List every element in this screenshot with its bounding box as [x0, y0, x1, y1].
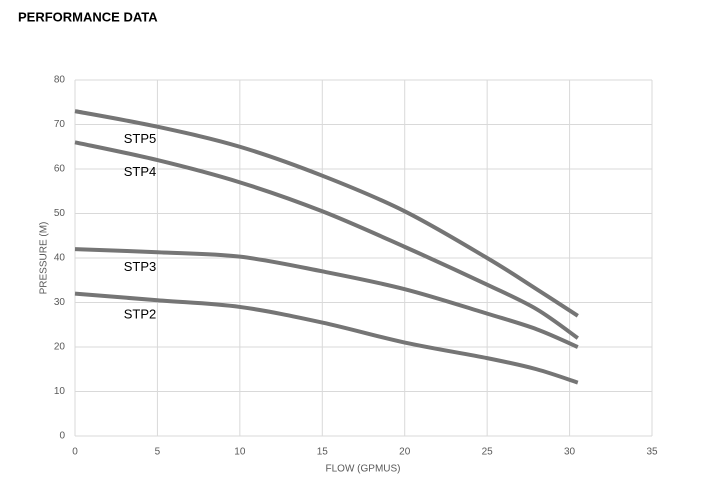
x-tick-label: 0 — [72, 447, 78, 458]
series-line — [74, 247, 579, 349]
y-axis-label: PRESSURE (M) — [39, 222, 50, 295]
x-axis-label: FLOW (GPMUS) — [326, 464, 401, 475]
series-line — [74, 140, 579, 340]
x-tick-label: 15 — [317, 447, 329, 458]
series-label: STP2 — [124, 306, 157, 321]
x-tick-label: 25 — [482, 447, 494, 458]
y-tick-label: 20 — [54, 342, 66, 353]
x-tick-label: 35 — [646, 447, 658, 458]
series-label: STP5 — [124, 131, 157, 146]
y-tick-label: 50 — [54, 208, 66, 219]
y-tick-label: 30 — [54, 297, 66, 308]
chart-title: PERFORMANCE DATA — [18, 9, 158, 24]
y-tick-label: 40 — [54, 253, 66, 264]
x-tick-label: 30 — [564, 447, 576, 458]
series-label: STP4 — [124, 164, 157, 179]
series-label: STP3 — [124, 259, 157, 274]
x-tick-label: 10 — [234, 447, 246, 458]
series-line — [74, 291, 579, 385]
x-tick-label: 5 — [155, 447, 161, 458]
y-tick-label: 60 — [54, 164, 66, 175]
series-line — [74, 109, 579, 318]
y-tick-label: 10 — [54, 386, 66, 397]
y-tick-label: 80 — [54, 75, 66, 86]
y-tick-label: 0 — [59, 431, 65, 442]
x-tick-label: 20 — [399, 447, 411, 458]
y-tick-label: 70 — [54, 119, 66, 130]
